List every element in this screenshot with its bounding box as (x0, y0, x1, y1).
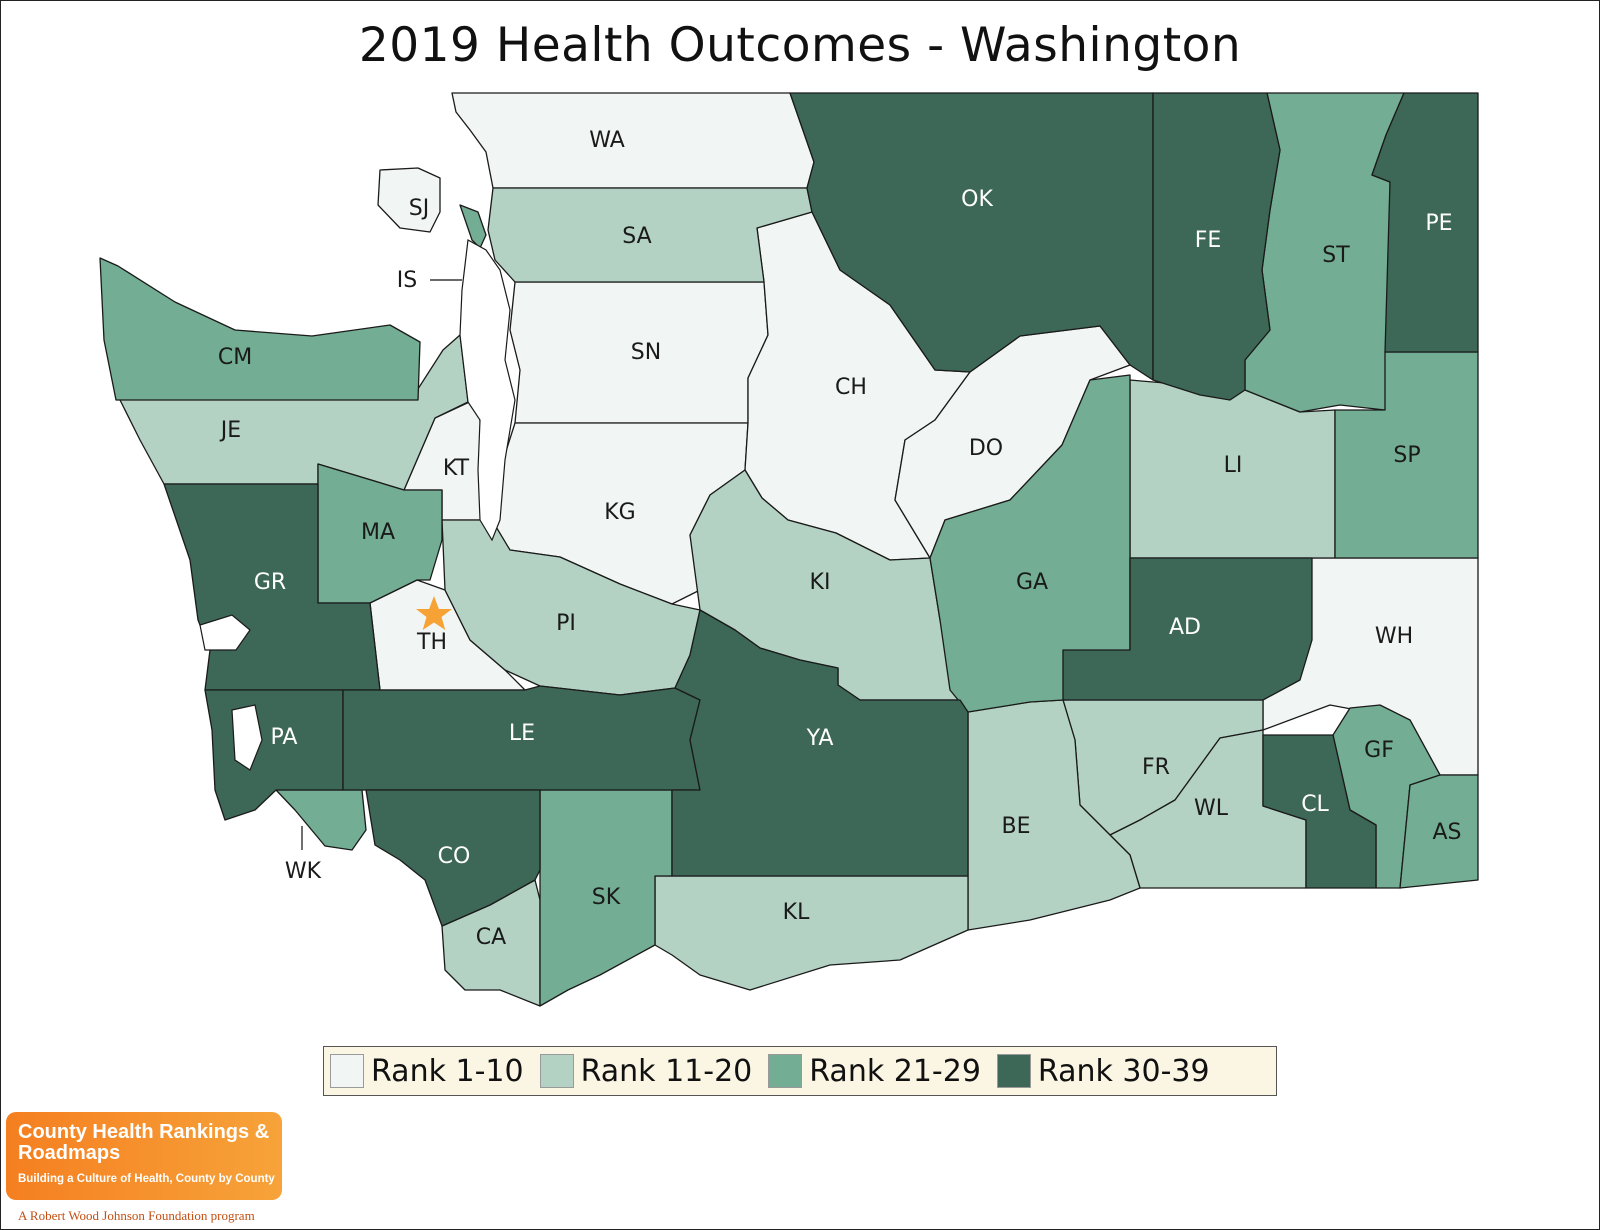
star-icon (416, 596, 452, 630)
county-label-KG: KG (604, 500, 635, 525)
rwjf-credit: A Robert Wood Johnson Foundation program (18, 1208, 255, 1223)
puget-sound-water (459, 239, 516, 542)
county-label-BE: BE (1002, 814, 1031, 839)
county-label-CL: CL (1301, 792, 1329, 817)
county-label-SA: SA (622, 224, 651, 249)
county-label-LE: LE (509, 721, 535, 746)
county-label-ST: ST (1322, 243, 1350, 268)
county-CL[interactable] (1262, 734, 1377, 889)
legend-swatch (539, 1054, 574, 1088)
county-label-WA: WA (589, 128, 625, 153)
legend-label: Rank 11-20 (580, 1053, 753, 1089)
county-label-PI: PI (556, 611, 576, 636)
county-label-TH: TH (416, 630, 447, 655)
county-label-CA: CA (476, 925, 506, 950)
legend-label: Rank 1-10 (371, 1053, 524, 1089)
county-label-GF: GF (1364, 738, 1394, 763)
county-label-PA: PA (271, 725, 298, 750)
county-label-KI: KI (810, 570, 831, 595)
county-label-WK: WK (285, 859, 322, 884)
grays-harbor-water (199, 614, 251, 651)
county-label-CO: CO (438, 844, 471, 869)
willapa-bay-water (231, 704, 263, 771)
logo-tagline: Building a Culture of Health, County by … (18, 1173, 275, 1185)
county-OK[interactable] (789, 92, 1154, 381)
county-WA[interactable] (451, 92, 815, 189)
legend-item-rank-11-20: Rank 11-20 (539, 1053, 753, 1089)
logo-title: County Health Rankings & Roadmaps (18, 1121, 270, 1164)
county-label-AS: AS (1432, 820, 1461, 845)
county-label-FR: FR (1142, 755, 1170, 780)
county-label-KT: KT (443, 456, 470, 481)
county-label-PE: PE (1425, 211, 1452, 236)
county-KL[interactable] (654, 875, 969, 991)
county-AS[interactable] (1399, 774, 1479, 889)
county-label-GR: GR (254, 570, 286, 595)
county-label-LI: LI (1224, 453, 1243, 478)
county-CM[interactable] (99, 257, 421, 401)
county-label-DO: DO (969, 436, 1003, 461)
legend-item-rank-21-29: Rank 21-29 (768, 1054, 981, 1089)
legend-item-rank-1-10: Rank 1-10 (330, 1054, 524, 1089)
county-WK[interactable] (275, 789, 367, 851)
county-label-OK: OK (961, 187, 993, 212)
legend-swatch (330, 1054, 364, 1088)
county-label-SP: SP (1393, 443, 1420, 468)
county-JE[interactable] (115, 334, 469, 491)
county-label-SJ: SJ (409, 196, 429, 221)
legend-swatch (996, 1054, 1031, 1088)
county-AD[interactable] (1062, 557, 1313, 701)
county-SJ[interactable] (377, 167, 441, 233)
county-label-IS: IS (397, 268, 417, 293)
county-label-MA: MA (361, 520, 395, 545)
map-legend: Rank 1-10 Rank 11-20 Rank 21-29 Rank 30-… (323, 1046, 1277, 1096)
chrr-logo: County Health Rankings & Roadmaps Buildi… (6, 1112, 282, 1200)
county-PE[interactable] (1371, 92, 1479, 353)
county-CO[interactable] (365, 789, 541, 927)
county-label-YA: YA (806, 726, 834, 751)
county-label-WH: WH (1375, 624, 1413, 649)
county-label-CH: CH (835, 375, 867, 400)
legend-swatch (768, 1054, 803, 1088)
county-label-GA: GA (1016, 570, 1048, 595)
county-label-AD: AD (1169, 615, 1201, 640)
county-label-WL: WL (1194, 796, 1229, 821)
county-label-KL: KL (783, 900, 810, 925)
legend-item-rank-30-39: Rank 30-39 (996, 1053, 1210, 1089)
county-IS[interactable] (459, 204, 487, 249)
legend-label: Rank 21-29 (809, 1053, 981, 1089)
county-YA[interactable] (671, 609, 969, 877)
county-label-SK: SK (592, 885, 621, 910)
county-label-JE: JE (219, 418, 241, 443)
legend-label: Rank 30-39 (1037, 1053, 1210, 1089)
map-title: 2019 Health Outcomes - Washington (358, 18, 1242, 73)
county-FE[interactable] (1152, 92, 1281, 401)
county-label-FE: FE (1195, 228, 1222, 253)
county-label-SN: SN (631, 340, 661, 365)
county-label-CM: CM (218, 345, 252, 370)
